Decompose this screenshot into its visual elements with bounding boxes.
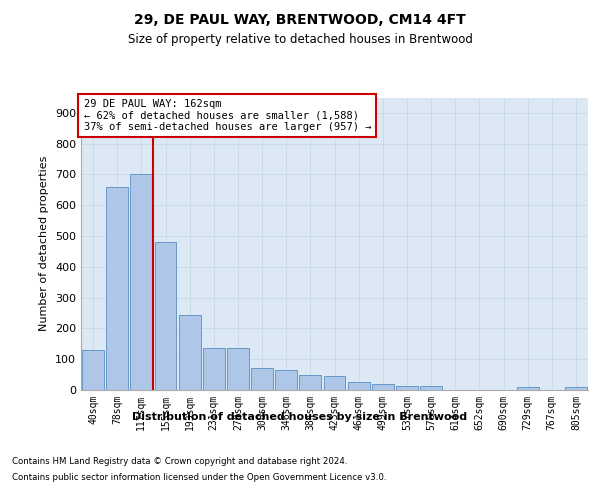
- Bar: [372, 384, 394, 390]
- Text: 29 DE PAUL WAY: 162sqm
← 62% of detached houses are smaller (1,588)
37% of semi-: 29 DE PAUL WAY: 162sqm ← 62% of detached…: [83, 99, 371, 132]
- Bar: [517, 387, 539, 390]
- Bar: [565, 387, 587, 390]
- Text: Size of property relative to detached houses in Brentwood: Size of property relative to detached ho…: [128, 32, 472, 46]
- Text: Contains HM Land Registry data © Crown copyright and database right 2024.: Contains HM Land Registry data © Crown c…: [12, 458, 347, 466]
- Bar: [130, 174, 152, 390]
- Y-axis label: Number of detached properties: Number of detached properties: [40, 156, 49, 332]
- Text: 29, DE PAUL WAY, BRENTWOOD, CM14 4FT: 29, DE PAUL WAY, BRENTWOOD, CM14 4FT: [134, 12, 466, 26]
- Bar: [299, 375, 321, 390]
- Bar: [420, 386, 442, 390]
- Bar: [179, 314, 200, 390]
- Bar: [396, 386, 418, 390]
- Bar: [106, 187, 128, 390]
- Bar: [82, 350, 104, 390]
- Bar: [275, 370, 297, 390]
- Bar: [323, 376, 346, 390]
- Bar: [348, 382, 370, 390]
- Text: Distribution of detached houses by size in Brentwood: Distribution of detached houses by size …: [133, 412, 467, 422]
- Bar: [227, 348, 249, 390]
- Bar: [155, 242, 176, 390]
- Bar: [203, 348, 224, 390]
- Bar: [251, 368, 273, 390]
- Text: Contains public sector information licensed under the Open Government Licence v3: Contains public sector information licen…: [12, 472, 386, 482]
